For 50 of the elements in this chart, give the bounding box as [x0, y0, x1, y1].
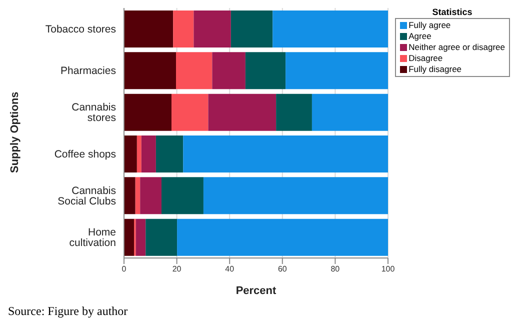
x-tick-label: 40 [225, 264, 235, 274]
y-tick-label: Pharmacies [60, 65, 116, 78]
bar [208, 94, 276, 131]
bar [176, 52, 212, 90]
bar [124, 136, 137, 172]
legend-title: Statistics [431, 7, 474, 18]
bar [141, 136, 156, 172]
bar [203, 177, 388, 214]
bar [146, 218, 178, 256]
x-tick-label: 20 [172, 264, 182, 274]
bar [124, 94, 172, 131]
legend-label: Disagree [408, 53, 443, 64]
bar [177, 218, 388, 256]
bar [136, 218, 146, 256]
x-tick-label: 60 [278, 264, 288, 274]
bar [312, 94, 388, 131]
y-axis-title: Supply Options [8, 92, 21, 173]
legend-label: Fully agree [408, 20, 451, 31]
y-tick-label: Home cultivation [69, 226, 116, 250]
legend-label: Fully disagree [408, 64, 462, 75]
bar [212, 52, 246, 90]
y-tick-label: Cannabis Social Clubs [58, 184, 116, 208]
bar [172, 94, 208, 131]
source-note: Source: Figure by author [8, 304, 128, 319]
y-tick-label: Tobacco stores [45, 24, 116, 36]
bar [276, 94, 312, 131]
bar [183, 136, 388, 172]
legend-label: Agree [408, 31, 432, 42]
bar [161, 177, 204, 214]
legend-label: Neither agree or disagree [408, 42, 505, 53]
bar [124, 218, 134, 256]
bar [135, 177, 140, 214]
y-tick-label: Coffee shops [54, 148, 116, 161]
bar [124, 177, 136, 214]
bar [194, 10, 231, 48]
x-tick-label: 100 [381, 264, 396, 274]
x-tick-label: 80 [330, 264, 340, 274]
bar [124, 10, 174, 48]
x-axis-title: Percent [236, 285, 277, 297]
bar [245, 52, 286, 90]
bar [156, 136, 184, 172]
bar [124, 52, 176, 90]
x-tick-label: 0 [122, 264, 127, 274]
bar [272, 10, 388, 48]
bar [286, 52, 388, 90]
bar [173, 10, 194, 48]
bar [230, 10, 273, 48]
bar [136, 136, 142, 172]
y-tick-label: Cannabis stores [72, 102, 116, 124]
bar [140, 177, 162, 214]
